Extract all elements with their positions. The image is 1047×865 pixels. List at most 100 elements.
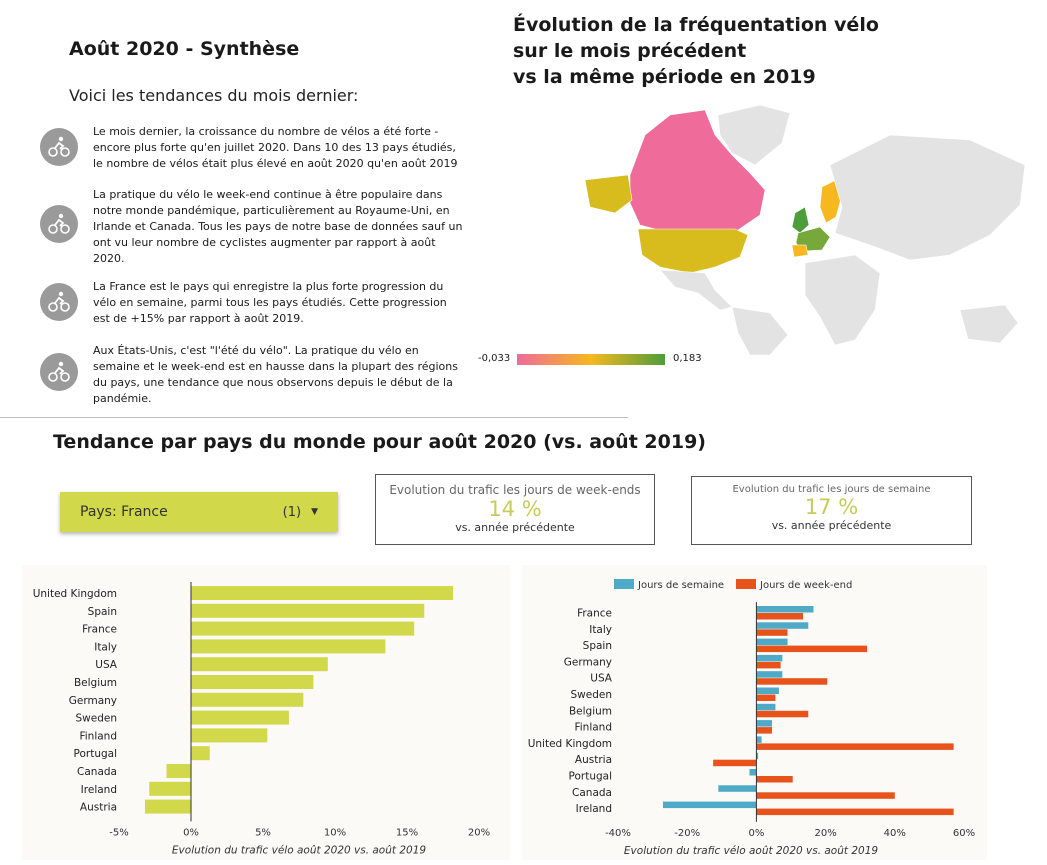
category-label: Austria xyxy=(80,802,117,814)
kpi-weekday-card: Evolution du trafic les jours de semaine… xyxy=(691,476,972,545)
category-label: Germany xyxy=(69,695,117,707)
legend-swatch xyxy=(614,579,634,589)
x-tick-label: -40% xyxy=(605,828,631,839)
map-legend-max: 0,183 xyxy=(673,353,702,364)
map-legend-gradient xyxy=(517,354,665,365)
weekday-weekend-chart-svg: Jours de semaine Jours de week-end France I… xyxy=(528,579,975,857)
bar xyxy=(756,678,828,685)
kpi-weekday-value: 17 % xyxy=(804,495,859,519)
kpi-weekend-value: 14 % xyxy=(488,497,542,521)
category-label: Austria xyxy=(575,754,612,766)
category-label: USA xyxy=(590,673,613,685)
bar xyxy=(662,801,757,809)
kpi-weekend-label: Evolution du trafic les jours de week-en… xyxy=(389,483,641,497)
world-map[interactable] xyxy=(470,95,1030,356)
bar xyxy=(756,808,954,816)
map-eurasia xyxy=(829,134,1026,261)
summary-bullet: Le mois dernier, la croissance du nombre… xyxy=(40,124,480,174)
kpi-weekday-label: Evolution du trafic les jours de semaine xyxy=(732,484,931,495)
bar xyxy=(756,710,809,718)
category-label: Ireland xyxy=(576,803,612,815)
category-label: Germany xyxy=(564,656,612,668)
legend-label: Jours de week-end xyxy=(759,580,852,591)
category-label: Sweden xyxy=(571,689,613,701)
bar xyxy=(191,586,454,600)
category-label: Italy xyxy=(589,624,612,636)
map-australia xyxy=(959,304,1019,344)
bar xyxy=(191,692,304,707)
map-alaska xyxy=(584,174,633,214)
bar xyxy=(756,622,809,629)
bar xyxy=(191,728,268,743)
bar xyxy=(149,781,191,796)
category-label: Finland xyxy=(574,722,612,734)
category-label: Belgium xyxy=(569,705,612,717)
bar xyxy=(756,645,868,653)
summary-title: Août 2020 - Synthèse xyxy=(69,38,300,60)
kpi-weekday-sub: vs. année précédente xyxy=(771,519,892,532)
bar xyxy=(756,606,814,613)
bar xyxy=(191,639,386,654)
section-divider xyxy=(0,417,628,418)
bar xyxy=(756,792,895,799)
bar xyxy=(756,743,954,750)
bar xyxy=(756,720,772,727)
bar xyxy=(756,727,772,734)
category-label: USA xyxy=(95,659,118,671)
x-tick-label: 10% xyxy=(324,827,346,838)
map-uk-ireland xyxy=(791,206,810,234)
x-tick-label: 5% xyxy=(255,827,271,838)
bar xyxy=(718,785,757,792)
cyclist-icon xyxy=(40,128,78,166)
country-filter-dropdown[interactable]: Pays: France (1) ▼ xyxy=(60,492,338,532)
bar xyxy=(144,799,191,814)
category-label: France xyxy=(82,624,117,636)
bar xyxy=(191,657,328,672)
x-tick-label: 0% xyxy=(183,827,199,838)
x-tick-label: 60% xyxy=(953,828,975,839)
legend-label: Jours de semaine xyxy=(637,580,724,591)
chevron-down-icon: ▼ xyxy=(311,507,318,517)
legend-swatch xyxy=(736,579,756,589)
category-label: Spain xyxy=(88,606,117,618)
bar xyxy=(756,661,781,669)
x-tick-label: -20% xyxy=(674,828,700,839)
weekday-weekend-chart: Jours de semaine Jours de week-end France I… xyxy=(522,565,987,860)
bar xyxy=(166,764,191,778)
map-legend-min: -0,033 xyxy=(478,353,511,364)
x-tick-label: 20% xyxy=(468,827,490,838)
x-tick-label: 0% xyxy=(748,828,764,839)
country-filter-value: France xyxy=(121,504,168,520)
bar xyxy=(713,759,757,767)
category-label: France xyxy=(577,608,612,620)
bar xyxy=(756,629,788,636)
summary-bullet: La France est le pays qui enregistre la … xyxy=(40,279,480,329)
map-mexico xyxy=(659,269,733,311)
map-south-america xyxy=(731,306,789,356)
country-filter-count: (1) xyxy=(282,504,302,520)
bar xyxy=(191,603,425,618)
section-title: Tendance par pays du monde pour août 202… xyxy=(53,431,706,453)
bar xyxy=(756,703,776,711)
country-filter-prefix: Pays: xyxy=(80,504,117,520)
x-axis-title: Evolution du trafic vélo août 2020 vs. a… xyxy=(172,844,426,856)
bar xyxy=(191,621,415,636)
x-axis-title: Evolution du trafic vélo août 2020 vs. a… xyxy=(624,845,878,857)
category-label: Finland xyxy=(79,730,117,742)
bar xyxy=(756,776,793,783)
bar xyxy=(191,710,289,725)
map-title: Évolution de la fréquentation vélo sur l… xyxy=(513,14,879,88)
category-label: Spain xyxy=(583,640,612,652)
summary-bullet-text: Le mois dernier, la croissance du nombre… xyxy=(93,125,458,170)
map-iberia xyxy=(791,244,809,258)
bar xyxy=(756,638,788,646)
category-label: Canada xyxy=(77,766,117,778)
summary-bullet-text: La France est le pays qui enregistre la … xyxy=(93,280,447,325)
map-usa xyxy=(637,228,749,274)
category-label: Portugal xyxy=(74,748,118,760)
bar xyxy=(749,769,757,776)
kpi-weekend-card: Evolution du trafic les jours de week-en… xyxy=(375,474,655,545)
bar xyxy=(756,613,804,620)
category-label: United Kingdom xyxy=(528,738,612,750)
bar xyxy=(191,675,314,689)
